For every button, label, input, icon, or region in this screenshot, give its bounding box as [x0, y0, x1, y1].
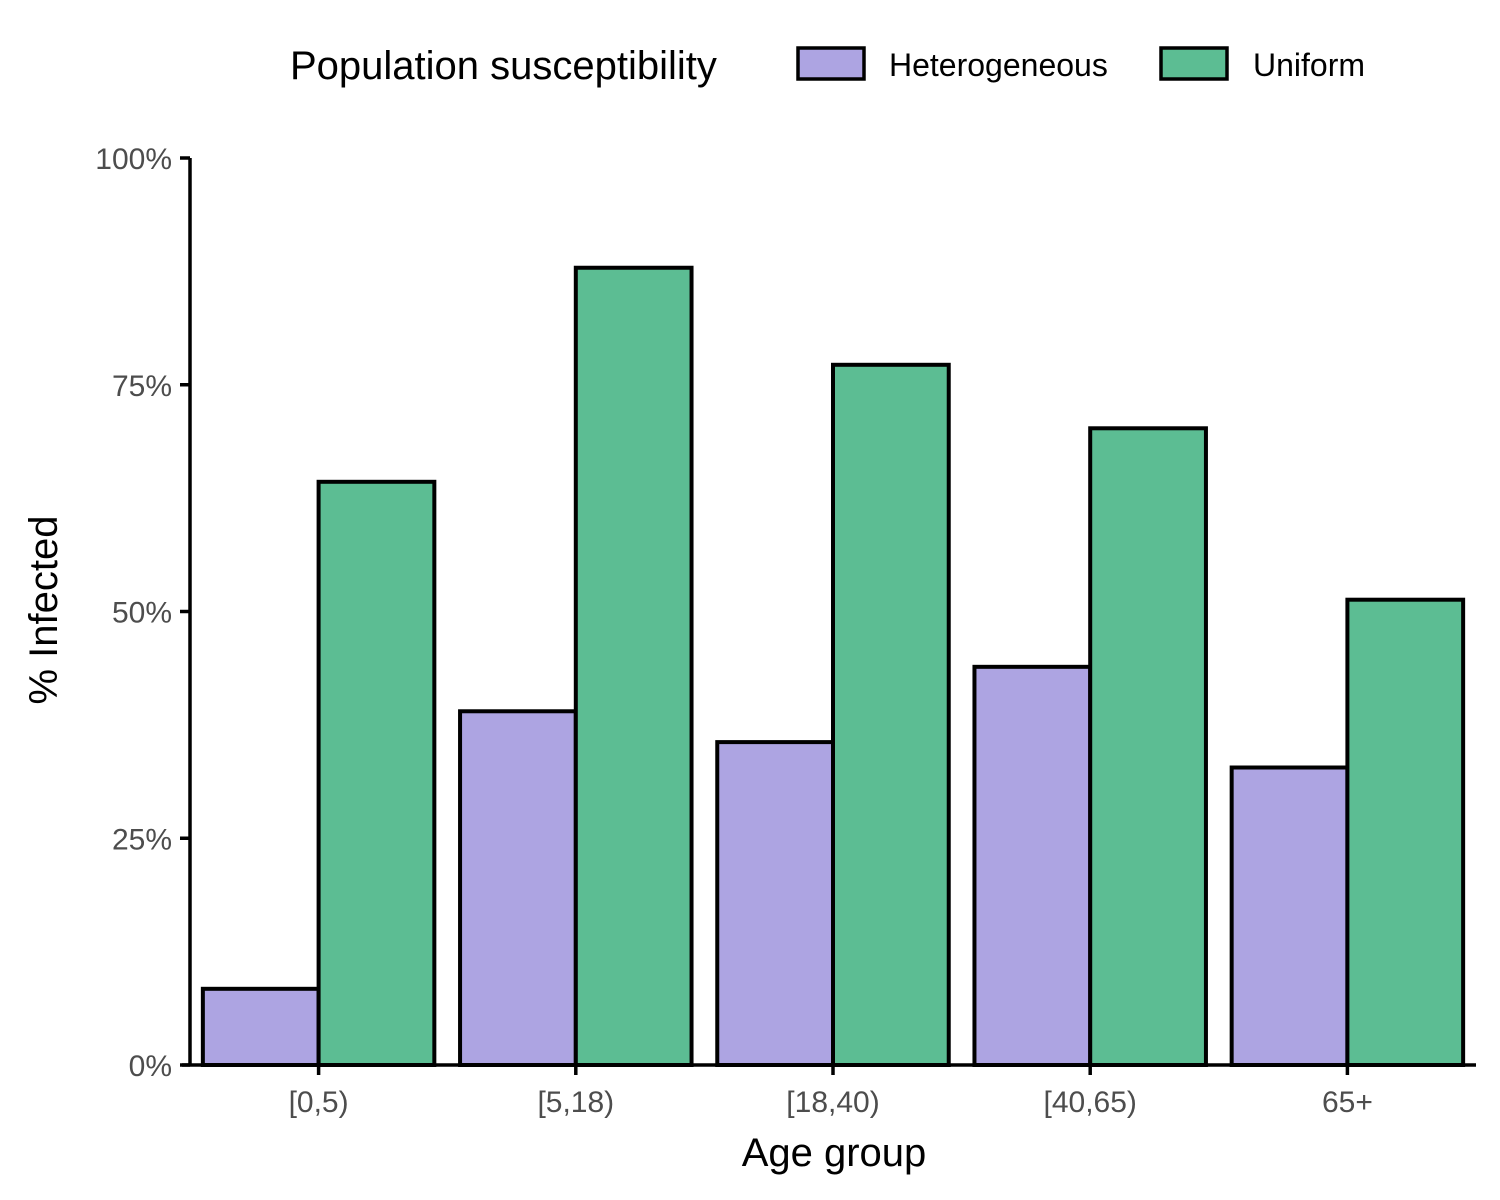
- legend-key-heterogeneous: [796, 46, 866, 81]
- y-tick-label: 50%: [112, 597, 172, 630]
- y-axis-title: % Infected: [22, 515, 66, 704]
- y-axis: 0% 25% 50% 75% 100%: [95, 143, 192, 1083]
- bar-uniform-4: [1088, 426, 1208, 1067]
- bar-uniform-2: [573, 265, 694, 1067]
- bars: [200, 265, 1466, 1068]
- y-tick-label: 0%: [129, 1050, 172, 1083]
- legend-label-uniform: Uniform: [1253, 47, 1365, 83]
- bar-heterogeneous-1: [200, 986, 321, 1068]
- legend-label-heterogeneous: Heterogeneous: [889, 47, 1108, 83]
- bar-uniform-1: [316, 479, 437, 1067]
- x-tick-label: [0,5): [289, 1086, 349, 1119]
- x-axis-title: Age group: [742, 1131, 927, 1175]
- x-tick-label: 65+: [1322, 1086, 1373, 1119]
- bar-uniform-3: [831, 362, 951, 1067]
- bar-heterogeneous-2: [458, 709, 578, 1068]
- y-tick-label: 100%: [95, 143, 172, 176]
- y-tick-label: 75%: [112, 370, 172, 403]
- bar-heterogeneous-4: [972, 664, 1093, 1068]
- legend: Population susceptibility Heterogeneous U…: [290, 44, 1365, 88]
- bar-heterogeneous-5: [1229, 765, 1350, 1068]
- legend-key-uniform: [1159, 46, 1229, 81]
- x-tick-label: [5,18): [537, 1086, 614, 1119]
- x-axis: [0,5) [5,18) [18,40) [40,65) 65+: [182, 1063, 1476, 1119]
- x-tick-label: [40,65): [1043, 1086, 1136, 1119]
- legend-title: Population susceptibility: [290, 44, 717, 88]
- bar-heterogeneous-3: [715, 740, 836, 1067]
- y-tick-label: 25%: [112, 823, 172, 856]
- x-tick-label: [18,40): [786, 1086, 879, 1119]
- bar-uniform-5: [1345, 597, 1466, 1067]
